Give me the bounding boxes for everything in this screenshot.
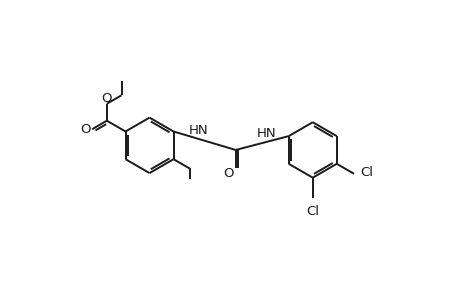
Text: HN: HN [188,124,208,137]
Text: O: O [223,167,234,180]
Text: O: O [80,123,90,136]
Text: Cl: Cl [306,205,319,218]
Text: O: O [101,92,112,105]
Text: HN: HN [256,127,275,140]
Text: Cl: Cl [359,166,372,179]
